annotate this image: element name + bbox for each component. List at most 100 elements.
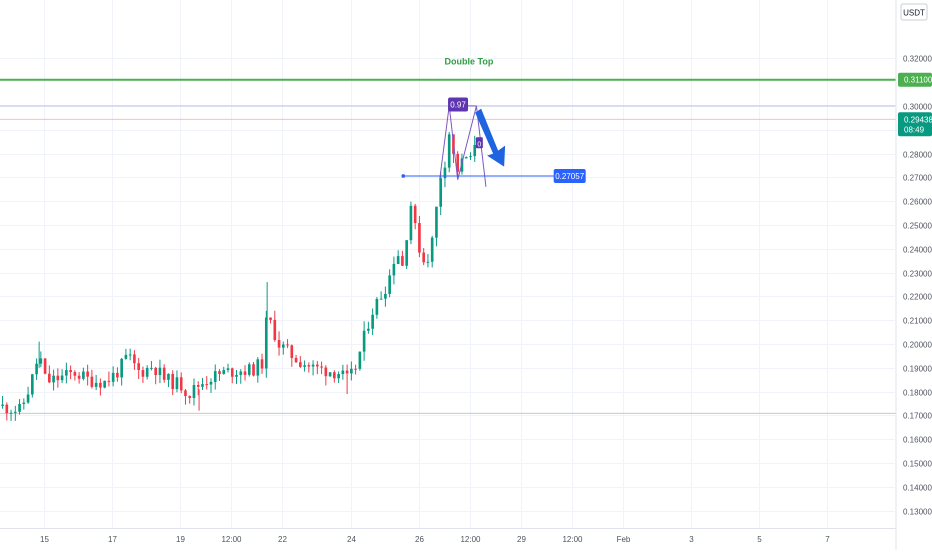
- candle-body: [48, 373, 51, 383]
- x-tick-label: 15: [40, 535, 49, 544]
- y-tick-label: 0.20000: [903, 341, 932, 350]
- candle-body: [324, 367, 328, 377]
- candle-body: [456, 153, 460, 172]
- candle-body: [247, 364, 251, 375]
- candle-body: [243, 371, 247, 375]
- candle-body: [141, 370, 145, 377]
- candle-body: [388, 275, 391, 294]
- current-price-label: 0.29438: [904, 115, 932, 124]
- y-tick-label: 0.21000: [903, 317, 932, 326]
- candle-body: [367, 328, 370, 331]
- candle-body: [60, 375, 64, 381]
- candle-body: [426, 261, 430, 263]
- candle-body: [328, 372, 332, 377]
- x-tick-label: 12:00: [460, 535, 481, 544]
- candle-body: [201, 384, 204, 387]
- currency-label: USDT: [903, 9, 925, 18]
- candle-body: [196, 385, 200, 387]
- candle-body: [162, 367, 166, 380]
- candle-body: [316, 364, 319, 367]
- candle-body: [99, 382, 102, 388]
- candle-body: [230, 368, 234, 377]
- x-tick-label: Feb: [617, 535, 631, 544]
- drawings[interactable]: Double Top 0.97 0 0.27057: [401, 57, 586, 187]
- grid-lines: [0, 0, 895, 528]
- candle-body: [345, 370, 349, 374]
- candle-body: [422, 252, 425, 263]
- target-arrow: [475, 108, 506, 167]
- candle-body: [31, 374, 34, 395]
- candle-body: [222, 370, 226, 374]
- candle-body: [371, 314, 374, 329]
- y-tick-label: 0.23000: [903, 270, 932, 279]
- candle-body: [435, 206, 438, 238]
- currency-badge[interactable]: USDT: [900, 3, 928, 21]
- candle-body: [286, 344, 289, 346]
- candle-body: [252, 364, 255, 376]
- candle-body: [167, 373, 170, 380]
- time-axis[interactable]: 15 17 19 12:00 22 24 26 12:00 29 12:00 Feb 3 5 7: [0, 528, 896, 545]
- x-tick-label: 17: [108, 535, 117, 544]
- resistance-price-badge: 0.31100: [898, 72, 932, 87]
- y-tick-label: 0.17000: [903, 412, 932, 421]
- target-price-badge[interactable]: 0.27057: [553, 168, 586, 183]
- candle-body: [52, 375, 55, 383]
- candle-body: [128, 354, 132, 356]
- candle-body: [124, 354, 128, 359]
- y-tick-label: 0.15000: [903, 460, 932, 469]
- candle-body: [409, 205, 413, 241]
- candle-body: [384, 293, 387, 299]
- y-tick-label: 0.27000: [903, 174, 932, 183]
- candle-body: [341, 370, 345, 375]
- y-tick-label: 0.19000: [903, 365, 932, 374]
- candle-body: [137, 363, 140, 371]
- candle-body: [447, 134, 451, 168]
- double-top-label: Double Top: [445, 57, 494, 67]
- current-badge-bg: [898, 112, 932, 137]
- x-tick-label: 12:00: [562, 535, 583, 544]
- candle-body: [362, 330, 366, 352]
- candle-body: [277, 340, 281, 348]
- candle-body: [77, 375, 81, 379]
- candle-body: [150, 367, 153, 369]
- candle-body: [392, 263, 396, 276]
- candle-body: [256, 359, 260, 376]
- candle-body: [469, 156, 472, 158]
- candle-body: [294, 357, 298, 363]
- candle-body: [65, 370, 68, 376]
- candle-body: [337, 374, 340, 379]
- candle-body: [13, 411, 17, 413]
- candle-body: [39, 358, 43, 364]
- y-tick-label: 0.32000: [903, 55, 932, 64]
- target-badge-bg: [553, 168, 586, 183]
- y-tick-label: 0.24000: [903, 246, 932, 255]
- candle-body: [82, 371, 85, 379]
- x-tick-label: 3: [689, 535, 694, 544]
- candle-body: [260, 359, 264, 369]
- y-tick-label: 0.25000: [903, 222, 932, 231]
- candle-body: [120, 358, 123, 378]
- candle-body: [443, 167, 447, 179]
- ratio-badge: 0.97: [448, 97, 469, 112]
- resistance-price-label: 0.31100: [904, 76, 932, 85]
- candle-body: [239, 371, 243, 375]
- candle-body: [86, 371, 89, 377]
- price-levels: [0, 78, 896, 414]
- candle-body: [9, 412, 13, 414]
- ratio-badge-bg: [448, 97, 469, 112]
- y-tick-label: 0.14000: [903, 484, 932, 493]
- double-top-pattern: [439, 105, 487, 187]
- price-axis[interactable]: USDT 0.320000.300000.290000.280000.27000…: [895, 0, 932, 550]
- candle-body: [430, 237, 434, 262]
- candle-body: [179, 377, 183, 391]
- x-tick-label: 26: [415, 535, 424, 544]
- candle-body: [22, 402, 26, 405]
- candle-body: [56, 375, 60, 381]
- candle-body: [103, 380, 106, 388]
- candle-body: [184, 390, 187, 397]
- candle-body: [298, 362, 302, 367]
- candle-body: [175, 377, 179, 390]
